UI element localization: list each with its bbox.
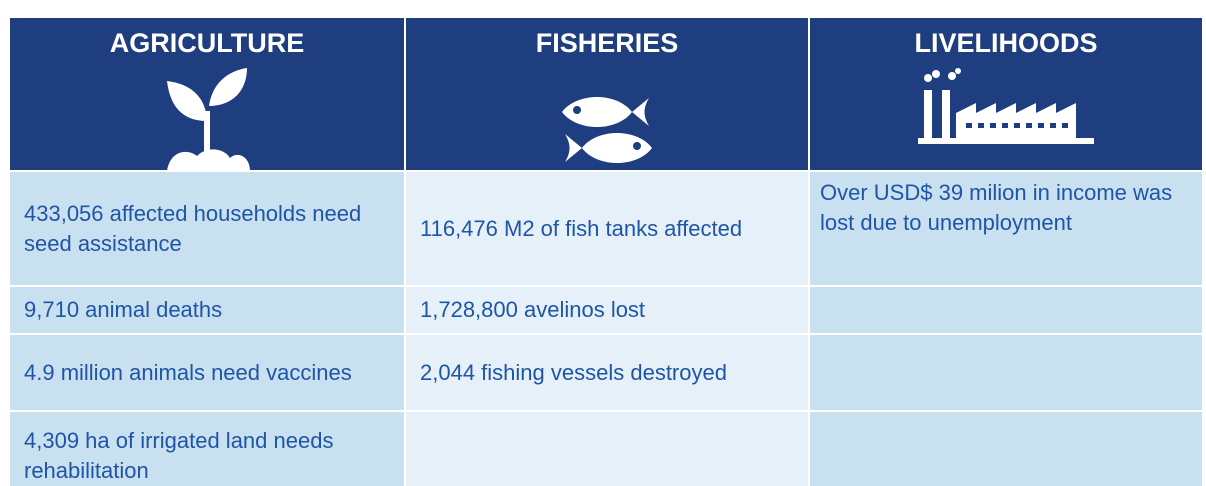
table-cell: 9,710 animal deaths <box>10 287 404 333</box>
cell-text: 2,044 fishing vessels destroyed <box>420 359 727 385</box>
table-cell: Over USD$ 39 milion in income was lost d… <box>810 172 1202 285</box>
column-header: AGRICULTURE <box>109 28 305 58</box>
header-livelihoods: LIVELIHOODS <box>810 18 1202 170</box>
cell-text: Over USD$ 39 milion in income was lost d… <box>820 180 1173 235</box>
column-header: LIVELIHOODS <box>914 28 1098 58</box>
table-cell: 433,056 affected households need seed as… <box>10 172 404 285</box>
cell-text: 4.9 million animals need vaccines <box>24 359 352 385</box>
table-cell <box>810 335 1202 410</box>
cell-text: 1,728,800 avelinos lost <box>420 297 646 322</box>
header-fisheries: FISHERIES <box>406 18 808 170</box>
cell-text: 433,056 affected households need seed as… <box>24 200 362 256</box>
table-cell <box>810 412 1202 486</box>
column-header: FISHERIES <box>535 28 679 58</box>
fish-icon <box>562 97 652 163</box>
table-cell <box>406 412 808 486</box>
cell-text: 116,476 M2 of fish tanks affected <box>420 215 743 241</box>
table-cell <box>810 287 1202 333</box>
table-cell: 116,476 M2 of fish tanks affected <box>406 172 808 285</box>
factory-icon <box>918 68 1094 144</box>
table-cell: 4.9 million animals need vaccines <box>10 335 404 410</box>
table-cell: 4,309 ha of irrigated land needs rehabil… <box>10 412 404 486</box>
plant-icon <box>167 68 250 171</box>
table-cell: 1,728,800 avelinos lost <box>406 287 808 333</box>
header-agriculture: AGRICULTURE <box>10 18 404 171</box>
cell-text: 4,309 ha of irrigated land needs rehabil… <box>24 428 334 483</box>
cell-text: 9,710 animal deaths <box>24 297 223 322</box>
table-cell: 2,044 fishing vessels destroyed <box>406 335 808 410</box>
